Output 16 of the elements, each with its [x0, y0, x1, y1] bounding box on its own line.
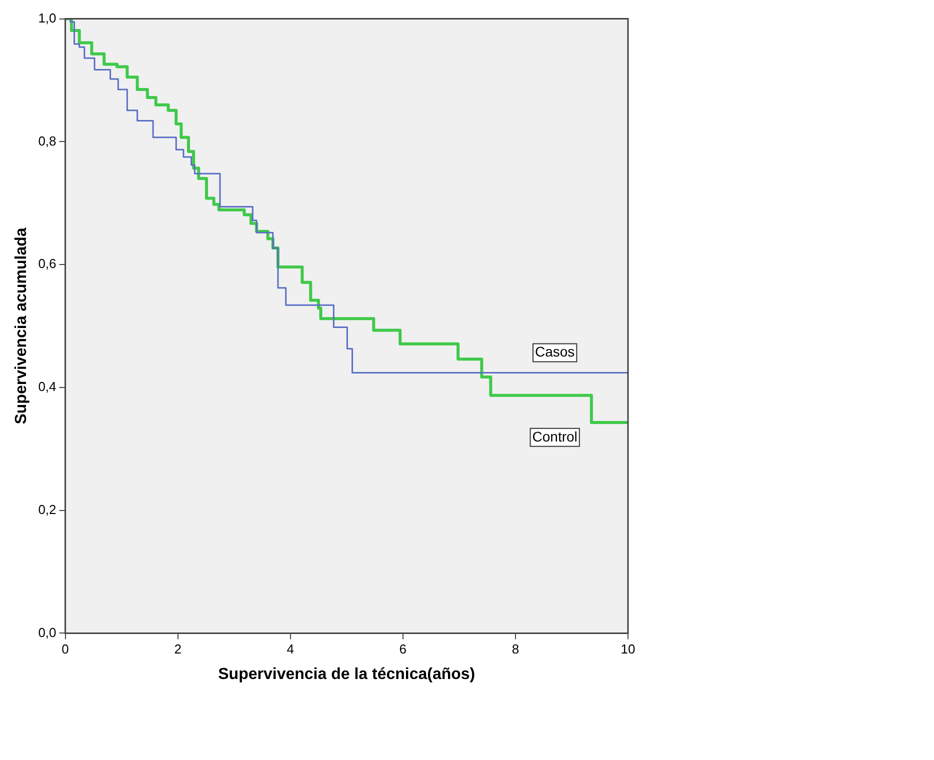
y-tick-label: 0,0	[38, 624, 56, 640]
y-tick-label: 0,4	[38, 379, 56, 394]
y-tick-label: 0,2	[38, 502, 56, 517]
x-tick-label: 8	[512, 642, 520, 657]
x-tick-label: 6	[399, 642, 407, 657]
series-label: Control	[532, 428, 578, 444]
y-axis-title: Supervivencia acumulada	[13, 228, 30, 424]
x-axis-title: Supervivencia de la técnica(años)	[218, 666, 476, 683]
series-label: Casos	[535, 344, 575, 360]
x-tick-label: 0	[62, 642, 69, 657]
x-tick-label: 4	[286, 642, 294, 657]
y-tick-label: 1,0	[38, 10, 56, 26]
y-tick-label: 0,6	[38, 256, 56, 272]
x-tick-label: 10	[620, 642, 636, 657]
x-tick-label: 2	[174, 642, 182, 657]
y-tick-label: 0,8	[38, 133, 56, 148]
